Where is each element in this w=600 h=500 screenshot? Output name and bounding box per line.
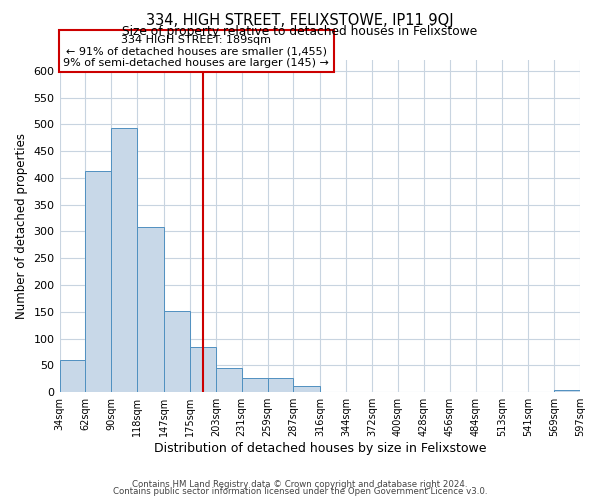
Bar xyxy=(554,390,580,392)
Bar xyxy=(137,227,164,392)
Text: Size of property relative to detached houses in Felixstowe: Size of property relative to detached ho… xyxy=(122,25,478,38)
Text: Contains HM Land Registry data © Crown copyright and database right 2024.: Contains HM Land Registry data © Crown c… xyxy=(132,480,468,489)
Bar xyxy=(293,386,320,392)
Bar xyxy=(164,311,190,392)
Bar xyxy=(112,128,137,392)
Bar xyxy=(242,378,268,392)
Bar xyxy=(59,360,85,392)
Text: 334 HIGH STREET: 189sqm
← 91% of detached houses are smaller (1,455)
9% of semi-: 334 HIGH STREET: 189sqm ← 91% of detache… xyxy=(64,35,329,68)
Bar xyxy=(190,347,216,392)
Y-axis label: Number of detached properties: Number of detached properties xyxy=(15,133,28,319)
X-axis label: Distribution of detached houses by size in Felixstowe: Distribution of detached houses by size … xyxy=(154,442,486,455)
Bar xyxy=(85,171,112,392)
Text: 334, HIGH STREET, FELIXSTOWE, IP11 9QJ: 334, HIGH STREET, FELIXSTOWE, IP11 9QJ xyxy=(146,12,454,28)
Bar xyxy=(268,378,293,392)
Bar xyxy=(216,368,242,392)
Text: Contains public sector information licensed under the Open Government Licence v3: Contains public sector information licen… xyxy=(113,487,487,496)
